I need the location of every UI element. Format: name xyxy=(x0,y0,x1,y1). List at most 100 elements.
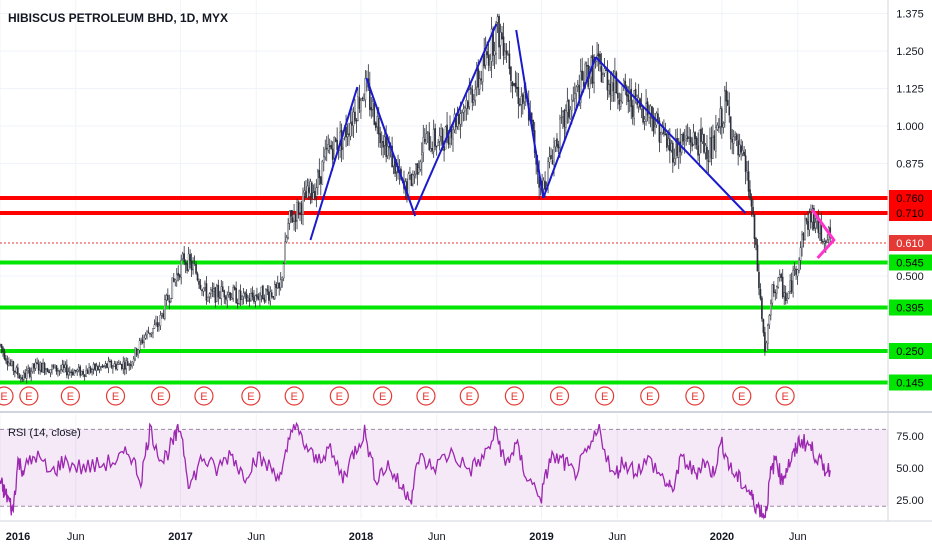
candle-body xyxy=(61,364,64,371)
candle-body xyxy=(146,330,148,335)
candle-body xyxy=(46,368,49,373)
candle-body xyxy=(328,145,331,148)
level-label-bg xyxy=(889,205,932,221)
candle-body xyxy=(40,362,43,373)
candle-body xyxy=(423,138,426,142)
time-axis-label: 2019 xyxy=(529,531,553,543)
time-axis[interactable]: 2016 Jun 2017 Jun 2018 Jun 2019 Jun 2020 Jun xyxy=(0,520,932,543)
time-axis-label: 2018 xyxy=(349,531,373,543)
candle-body xyxy=(450,129,453,139)
candle-body xyxy=(232,287,234,299)
candle-body xyxy=(229,292,232,300)
candle-body xyxy=(634,89,637,98)
candle-body xyxy=(498,15,500,48)
candle-body xyxy=(85,370,87,377)
candle-body xyxy=(611,82,613,96)
earnings-marker-label: E xyxy=(556,391,563,403)
candle-body xyxy=(722,123,725,128)
time-axis-label: 2017 xyxy=(168,531,192,543)
candle-body xyxy=(266,289,269,292)
candle-body xyxy=(688,137,690,139)
candle-body xyxy=(617,92,619,99)
candle-body xyxy=(141,339,144,343)
candle-body xyxy=(452,129,454,140)
candle-body xyxy=(15,367,18,373)
candle-body xyxy=(502,36,505,56)
candle-body xyxy=(70,371,73,374)
candle-body xyxy=(11,361,13,366)
candle-body xyxy=(210,289,212,294)
candle-body xyxy=(207,296,209,302)
earnings-marker-label: E xyxy=(511,391,518,403)
candle-body xyxy=(597,53,600,57)
candle-body xyxy=(554,140,557,147)
candle-body xyxy=(110,360,113,368)
earnings-marker-label: E xyxy=(157,391,164,403)
candle-body xyxy=(226,294,229,301)
candle-body xyxy=(594,60,597,63)
earnings-marker xyxy=(549,386,570,406)
candle-body xyxy=(80,370,83,375)
candle-body xyxy=(811,208,814,223)
candle-body xyxy=(279,279,282,288)
candle-body xyxy=(588,78,591,89)
candle-body xyxy=(677,141,680,158)
candle-body xyxy=(557,144,560,149)
candle-body xyxy=(43,363,46,373)
candle-body xyxy=(487,54,490,66)
candle-body xyxy=(155,321,157,325)
candle-body xyxy=(507,54,509,56)
candle-body xyxy=(415,164,417,175)
candle-body xyxy=(268,291,270,301)
candle-body xyxy=(123,362,126,370)
candle-body xyxy=(556,138,558,147)
candle-body xyxy=(728,106,731,116)
candle-body xyxy=(137,349,139,356)
candle-body xyxy=(77,367,80,371)
candle-body xyxy=(721,108,723,128)
candle-body xyxy=(79,366,82,376)
candle-body xyxy=(631,105,634,117)
candle-body xyxy=(112,366,114,369)
candle-body xyxy=(165,295,168,301)
candle-body xyxy=(325,147,328,150)
candle-body xyxy=(551,160,554,165)
candle-body xyxy=(805,218,808,222)
candle-body xyxy=(22,372,25,380)
level-label: 0.395 xyxy=(896,303,924,315)
candle-body xyxy=(447,135,450,145)
candle-body xyxy=(718,126,720,129)
candle-body xyxy=(575,86,578,95)
candle-body xyxy=(278,282,281,289)
candle-body xyxy=(131,361,133,367)
candle-body xyxy=(107,360,110,369)
candle-body xyxy=(135,348,138,356)
candlesticks xyxy=(0,13,832,384)
rsi-axis-ticks: 75.00 50.00 25.00 xyxy=(896,431,924,507)
candle-body xyxy=(508,53,511,70)
candle-body xyxy=(478,78,481,90)
candle-body xyxy=(544,181,546,190)
candle-body xyxy=(790,280,793,292)
level-label-bg xyxy=(889,254,932,271)
rsi-pane[interactable]: RSI (14, close) xyxy=(0,414,888,521)
price-axis[interactable]: 1.375 1.250 1.125 1.000 0.875 0.500 0.250 0.76… xyxy=(887,0,932,521)
candle-body xyxy=(759,289,762,299)
candle-body xyxy=(294,214,297,222)
candle-body xyxy=(793,268,796,270)
candle-body xyxy=(63,364,65,369)
candle-body xyxy=(523,92,526,103)
candle-body xyxy=(382,141,384,148)
candle-body xyxy=(334,138,337,142)
candle-body xyxy=(581,70,584,81)
candle-body xyxy=(735,134,738,140)
candle-body xyxy=(602,74,604,83)
price-pane[interactable]: E E E E E E E E E E E E E E E E E E E HIBISCUS PETROLEUM B… xyxy=(0,0,888,408)
candle-body xyxy=(563,110,566,128)
candle-body xyxy=(227,292,230,296)
candle-body xyxy=(780,274,783,278)
candle-body xyxy=(514,82,517,88)
trendline xyxy=(309,86,359,241)
candle-body xyxy=(254,295,257,302)
trendline xyxy=(594,56,747,214)
